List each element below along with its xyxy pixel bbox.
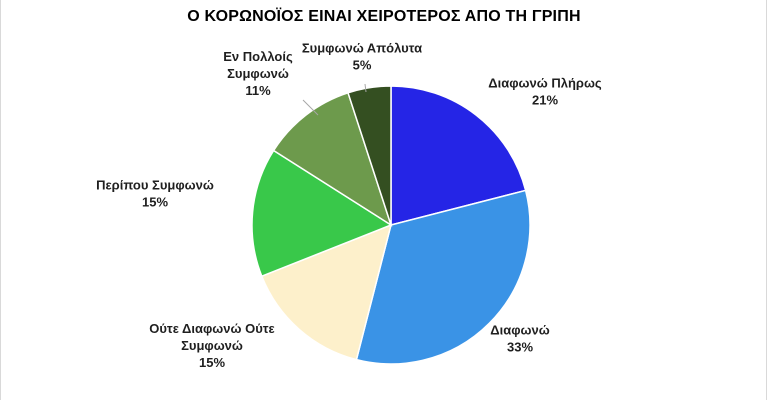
slice-category-label: Περίπου Συμφωνώ [96, 178, 214, 193]
slice-category-label: Διαφωνώ [490, 323, 549, 338]
slice-label-5: Εν Πολλοίς Συμφωνώ 11% [223, 49, 293, 98]
slice-label-4: Περίπου Συμφωνώ 15% [96, 178, 214, 210]
leader-line-6 [364, 83, 367, 93]
slice-category-label: Ούτε Διαφωνώ Ούτε [149, 321, 274, 336]
slice-labels: Διαφωνώ Πλήρως 21% Διαφωνώ 33% Ούτε Διαφωνώ … [96, 41, 602, 371]
slice-value-label: 5% [353, 58, 372, 73]
slice-category-label: Συμφωνώ Απόλυτα [302, 41, 422, 56]
slice-label-3: Ούτε Διαφωνώ Ούτε Συμφωνώ 15% [149, 321, 274, 370]
slice-value-label: 21% [532, 93, 558, 108]
slice-category-label: Συμφωνώ [181, 338, 243, 353]
pie-slice-4 [251, 149, 393, 278]
slice-value-label: 33% [507, 340, 533, 355]
pie-slice-3 [260, 223, 393, 361]
pie-slice-5 [272, 91, 393, 227]
slice-label-1: Διαφωνώ Πλήρως 21% [488, 76, 602, 108]
slice-value-label: 15% [142, 195, 168, 210]
pie-slices [251, 85, 531, 365]
pie-slice-6 [347, 85, 392, 226]
pie-slice-1 [390, 85, 527, 226]
slice-label-2: Διαφωνώ 33% [490, 323, 549, 355]
slice-label-6: Συμφωνώ Απόλυτα 5% [302, 41, 422, 73]
slice-value-label: 11% [245, 83, 271, 98]
chart-title: Ο ΚΟΡΩΝΟΪΟΣ ΕΙΝΑΙ ΧΕΙΡΟΤΕΡΟΣ ΑΠΟ ΤΗ ΓΡΙΠ… [187, 8, 581, 25]
pie-slice-2 [355, 189, 531, 365]
leader-lines [302, 83, 367, 116]
slice-category-label: Διαφωνώ Πλήρως [488, 76, 602, 91]
slice-category-label: Εν Πολλοίς [223, 49, 293, 64]
slice-category-label: Συμφωνώ [227, 66, 289, 81]
leader-line-5 [302, 99, 319, 116]
slice-value-label: 15% [199, 355, 225, 370]
